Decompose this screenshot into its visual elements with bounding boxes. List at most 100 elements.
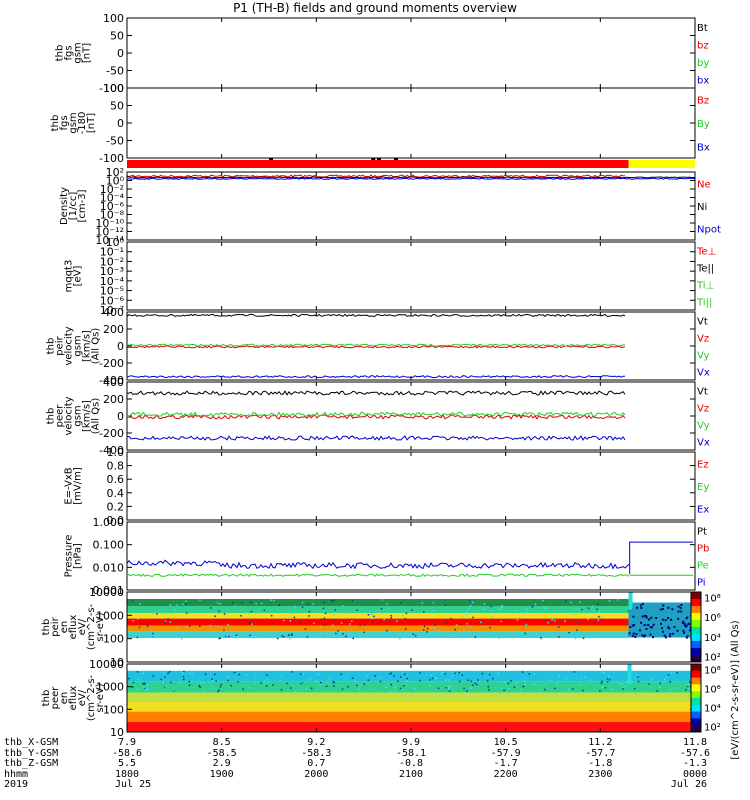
peer-eflux-speckle: [183, 670, 185, 673]
peir-eflux-speckle: [301, 601, 304, 604]
peir-eflux-speckle: [438, 630, 440, 632]
peer-eflux-ylabel: sr-eV): [95, 683, 106, 712]
peer-velocity-legend-Vt: Vt: [697, 387, 708, 398]
peir-eflux-speckle: [250, 610, 253, 613]
peer-eflux-speckle: [345, 676, 348, 679]
peir-eflux-speckle: [565, 599, 567, 602]
peer-eflux-speckle: [507, 687, 510, 690]
peir-eflux-ylabel: peir: [50, 616, 61, 636]
colorbar-peir-swatch: [691, 634, 701, 642]
peer-eflux-speckle: [332, 681, 335, 683]
peir-eflux-speckle: [592, 605, 594, 607]
peer-eflux-speckle: [481, 672, 484, 675]
peir-eflux-speckle: [146, 625, 149, 627]
peer-eflux-speckle: [168, 671, 171, 673]
peir-eflux-tail-speckle: [629, 626, 632, 629]
peir-eflux-speckle: [574, 638, 577, 640]
peir-eflux-speckle: [131, 599, 134, 602]
peir-eflux-speckle: [139, 603, 141, 605]
peer-eflux-speckle: [189, 672, 191, 674]
peir-eflux-tail-speckle: [681, 621, 684, 624]
peer-eflux-speckle: [487, 689, 490, 691]
peir-eflux-speckle: [421, 602, 424, 604]
peir-eflux-speckle: [164, 613, 167, 615]
peir-eflux-speckle: [307, 603, 310, 606]
fgs-gsm-top-ylabel: fgs: [64, 45, 75, 60]
peer-eflux-speckle: [238, 673, 240, 676]
colorbar-peer-swatch: [691, 691, 701, 699]
peer-eflux-speckle: [302, 673, 304, 675]
peir-eflux-speckle: [291, 634, 293, 637]
peer-eflux-speckle: [649, 686, 652, 689]
peer-eflux-speckle: [389, 690, 392, 693]
peer-eflux-speckle: [363, 683, 365, 685]
peer-eflux-speckle: [233, 671, 236, 674]
peir-eflux-speckle: [185, 612, 188, 614]
ephem-value: -0.8: [398, 758, 424, 769]
ephem-value: -1.8: [588, 758, 613, 769]
peer-eflux-speckle: [248, 687, 250, 689]
peer-eflux-ytick-label: 1000: [96, 681, 124, 694]
peir-eflux-speckle: [557, 626, 560, 628]
peir-eflux-speckle: [167, 618, 169, 620]
peir-eflux-speckle: [350, 635, 352, 638]
peir-eflux-speckle: [241, 601, 243, 604]
peer-eflux-speckle: [444, 673, 446, 675]
ephem-value: 2000: [304, 768, 329, 780]
ephem-value: 2200: [493, 768, 518, 780]
peer-eflux-speckle: [393, 684, 395, 687]
peir-velocity-ytick-label: 200: [103, 323, 124, 336]
peir-eflux-tail-speckle: [685, 624, 688, 627]
peir-eflux-speckle: [283, 635, 285, 638]
peir-eflux-speckle: [352, 637, 354, 640]
peer-eflux-speckle: [227, 679, 229, 682]
peir-eflux-speckle: [540, 636, 542, 639]
peer-eflux-speckle: [637, 680, 640, 683]
fgs-gsm-bottom-legend-By: By: [697, 119, 710, 130]
peir-eflux-tail-speckle: [640, 606, 643, 609]
peer-eflux-speckle: [230, 684, 232, 687]
peir-eflux-tail-speckle: [638, 629, 641, 632]
peir-eflux-speckle: [594, 622, 596, 624]
peer-eflux-ylabel: peer: [50, 686, 61, 710]
peir-eflux-speckle: [450, 618, 452, 620]
peir-eflux-speckle: [146, 623, 149, 626]
peir-eflux-speckle: [219, 637, 221, 639]
colorbar-peir-swatch: [691, 627, 701, 635]
peer-eflux-speckle: [503, 689, 505, 692]
peir-eflux-speckle: [323, 601, 325, 604]
peer-eflux-speckle: [219, 685, 222, 688]
peer-velocity-line-Vt: [126, 390, 626, 396]
fgs-gsm-top-ytick-label: 100: [103, 12, 124, 25]
peer-eflux-speckle: [604, 687, 607, 689]
peir-eflux-speckle: [597, 619, 600, 621]
peer-velocity-ytick-label: 200: [103, 393, 124, 406]
peer-eflux-speckle: [651, 678, 654, 680]
density-line-ni: [127, 176, 696, 179]
peir-eflux-tail-speckle: [652, 636, 654, 639]
peir-eflux-speckle: [234, 605, 237, 607]
peer-eflux-speckle: [213, 687, 215, 689]
peer-eflux-speckle: [260, 682, 262, 684]
peir-eflux-speckle: [214, 615, 216, 617]
peer-eflux-speckle: [437, 687, 440, 690]
peir-eflux-tail-speckle: [683, 622, 686, 625]
peir-eflux-speckle: [598, 611, 601, 613]
mode-bar-red: [127, 160, 629, 168]
peir-eflux-speckle: [356, 609, 358, 611]
peir-eflux-speckle: [404, 618, 407, 620]
fgs-gsm-bottom-ylabel: thb: [50, 115, 61, 132]
peir-eflux-speckle: [177, 627, 179, 630]
peir-eflux-speckle: [489, 626, 491, 629]
peir-eflux-speckle: [164, 620, 167, 623]
peer-eflux-speckle: [440, 673, 442, 675]
peir-eflux-speckle: [324, 612, 327, 614]
peer-eflux-speckle: [521, 671, 524, 673]
peir-eflux-speckle: [176, 604, 179, 606]
peir-eflux-speckle: [251, 635, 253, 638]
peer-eflux-speckle: [533, 683, 535, 686]
peir-eflux-speckle: [501, 605, 503, 607]
ephem-row-label: thb_X-GSM: [4, 737, 59, 748]
peir-eflux-speckle: [465, 613, 468, 616]
